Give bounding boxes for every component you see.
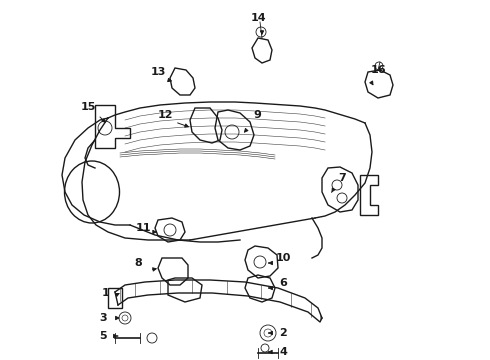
Text: 14: 14 <box>250 13 266 23</box>
Text: 8: 8 <box>134 258 142 268</box>
Text: 9: 9 <box>253 110 261 120</box>
Text: 13: 13 <box>150 67 166 77</box>
Text: 15: 15 <box>80 102 96 112</box>
Text: 1: 1 <box>102 288 110 298</box>
Text: 11: 11 <box>135 223 151 233</box>
Text: 12: 12 <box>157 110 173 120</box>
Text: 3: 3 <box>99 313 107 323</box>
Text: 2: 2 <box>279 328 287 338</box>
Text: 6: 6 <box>279 278 287 288</box>
Text: 10: 10 <box>275 253 291 263</box>
Text: 4: 4 <box>279 347 287 357</box>
Text: 16: 16 <box>370 65 386 75</box>
Text: 7: 7 <box>338 173 346 183</box>
Text: 5: 5 <box>99 331 107 341</box>
